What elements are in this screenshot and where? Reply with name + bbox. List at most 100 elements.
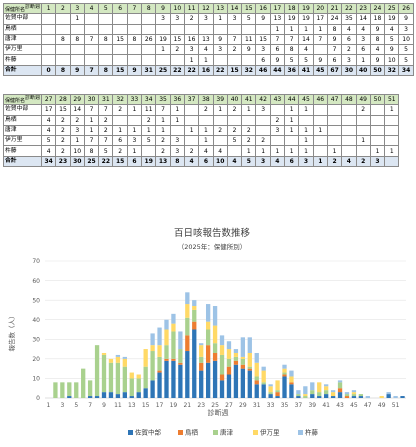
count-cell: 8 [55,33,71,46]
count-cell: 6 [341,33,357,46]
count-cell: 7 [312,33,328,46]
count-cell [40,23,57,35]
count-cell [226,23,243,35]
count-cell: 9 [398,13,414,25]
bar-segment [379,396,384,398]
total-label-cell: 合計 [3,64,42,77]
y-tick-label: 50 [32,297,40,304]
week-header-cell: 18 [284,2,300,15]
count-cell: 9 [326,33,343,46]
count-cell: 1 [255,145,271,157]
count-cell [198,114,214,126]
count-cell: 5 [384,33,400,46]
table-header-row: 診断週 保健所名 1 2 3 4 5 6 7 8 9 10 11 12 13 14 15 16 17 18 19 20 21… [3,2,414,15]
bar-segment [136,374,141,379]
count-cell: 1 [183,54,200,66]
count-cell: 3 [269,124,286,137]
x-tick-label: 9 [102,402,106,409]
office-label-cell: 唐津 [3,124,42,137]
count-cell: 2 [155,145,171,157]
count-cell [155,23,171,35]
count-cell: 3 [126,135,143,147]
week-header-cell: 40 [226,93,243,106]
count-cell [112,114,128,126]
count-cell: 2 [55,135,71,147]
bar-segment [275,392,280,397]
office-label-cell: 杵藤 [3,54,42,66]
bar-segment [164,358,169,361]
bar-segment [143,366,148,389]
legend-label: 佐賀中部 [135,428,162,437]
bar-segment [261,366,266,371]
bar-segment [310,394,315,398]
count-cell: 1 [241,145,257,157]
count-cell: 1 [198,124,214,137]
bar-segment [324,390,329,395]
bar-segment [247,368,252,371]
week-header-cell: 43 [269,93,286,106]
count-cell: 1 [284,104,300,116]
bar-segment [212,306,218,326]
bar-segment [254,380,259,385]
bar-segment [74,382,79,398]
week-header-cell: 16 [255,2,271,15]
count-cell: 1 [198,135,214,147]
x-tick-label: 5 [74,402,78,409]
total-cell: 31 [141,64,157,77]
chart-subtitle: （2025年：保健所別） [178,242,247,251]
bar-segment [337,380,343,383]
count-cell [169,54,185,66]
bar-segment [247,352,252,367]
bar-segment [171,360,176,398]
count-cell: 8 [326,23,343,35]
count-cell: 9 [241,44,257,56]
count-cell: 4 [40,145,57,157]
x-tick-label: 3 [60,402,64,409]
total-cell: 32 [384,64,400,77]
count-cell [69,54,85,66]
table-row: 杵藤 1 1 6 9 5 5 9 6 3 1 9 10 5 [3,54,414,66]
count-cell: 7 [83,104,100,116]
bar-segment [94,345,100,397]
bar-segment [219,354,225,375]
count-cell: 10 [69,145,85,157]
bar-segment [157,370,162,373]
bar-segment [101,354,107,393]
bar-segment [351,394,357,397]
count-cell: 5 [98,145,114,157]
bar-segment [171,323,176,332]
count-cell: 8 [98,33,114,46]
x-tick-label: 37 [295,402,303,409]
count-cell: 4 [198,145,214,157]
week-header-cell: 30 [83,93,100,106]
count-cell: 4 [355,23,371,35]
bar-segment [150,333,155,346]
count-cell: 2 [198,104,214,116]
bar-segment [199,345,204,357]
count-cell: 2 [98,124,114,137]
bar-segment [178,349,183,363]
x-tick-label: 45 [350,402,358,409]
count-cell: 1 [298,145,314,157]
count-cell [141,145,157,157]
bar-segment [386,392,391,395]
count-cell [241,54,257,66]
bar-segment [115,362,121,395]
total-cell: 19 [141,155,157,168]
x-tick-label: 27 [225,402,233,409]
count-cell [55,23,71,35]
count-cell [312,44,328,56]
table-corner-cell: 診断週 保健所名 [3,93,42,106]
count-cell: 2 [226,124,243,137]
count-cell [169,124,185,137]
bar-segment [254,384,259,398]
count-cell: 14 [298,33,314,46]
count-cell: 4 [298,44,314,56]
week-header-cell: 27 [40,93,57,106]
count-cell: 1 [69,135,85,147]
bar-segment [178,364,183,398]
count-cell: 2 [183,145,200,157]
count-cell [384,114,400,126]
bar-segment [212,352,218,361]
count-cell: 6 [355,44,371,56]
